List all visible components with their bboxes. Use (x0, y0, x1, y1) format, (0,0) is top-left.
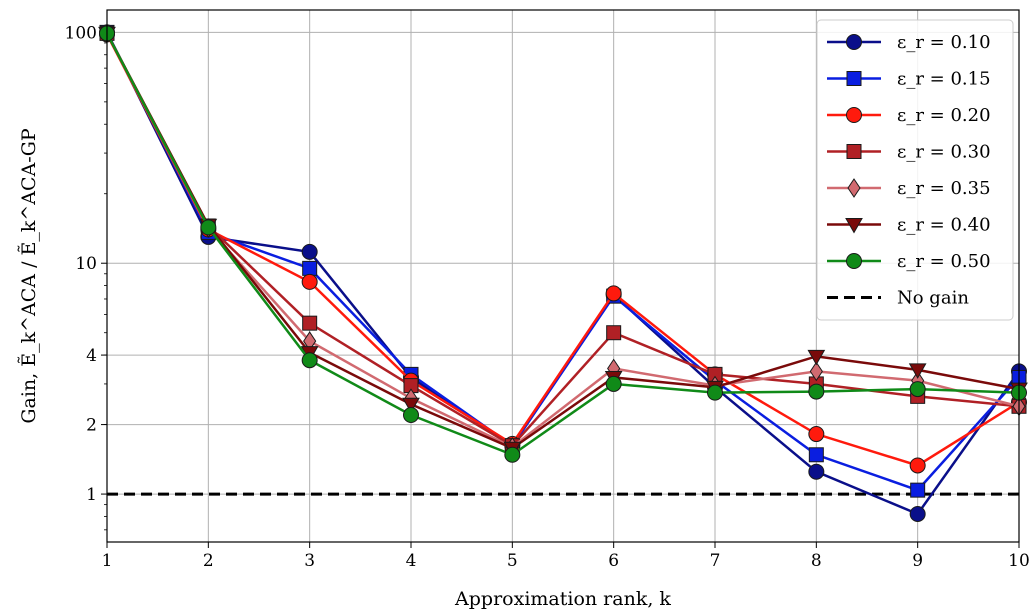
legend-marker (846, 34, 862, 50)
legend-label: ε_r = 0.15 (897, 69, 991, 90)
legend-label: ε_r = 0.35 (897, 178, 991, 199)
data-point (909, 381, 926, 398)
data-point (909, 505, 926, 522)
data-point (200, 219, 217, 236)
legend-label: ε_r = 0.50 (897, 251, 991, 272)
x-tick-label: 3 (304, 551, 315, 571)
data-point (403, 407, 419, 424)
legend-label: ε_r = 0.20 (897, 105, 991, 126)
data-point (807, 349, 826, 366)
data-point (908, 363, 927, 379)
axes: 1 2 3 4 5 6 7 8 9 10 1 2 4 10 100 (65, 23, 1030, 571)
data-point (504, 446, 521, 463)
x-tick-label: 7 (710, 551, 721, 571)
y-axis-label: Gain, Ẽ_k^ACA / Ẽ_k^ACA-GP (18, 128, 40, 424)
series-6 (99, 25, 1027, 463)
data-point (301, 243, 318, 260)
legend-label: ε_r = 0.40 (897, 215, 991, 236)
data-point (808, 383, 825, 400)
series-line (105, 33, 1020, 467)
data-point (606, 325, 622, 341)
x-tick-label: 6 (608, 551, 619, 571)
data-point (302, 260, 318, 276)
data-point (909, 457, 926, 474)
legend-label: ε_r = 0.30 (897, 142, 991, 163)
data-point (808, 447, 824, 463)
x-tick-label: 1 (102, 551, 113, 571)
legend-box (816, 19, 1014, 321)
series-line (105, 32, 1020, 450)
y-tick-label: 10 (75, 254, 97, 274)
data-point (809, 361, 823, 382)
x-axis-label: Approximation rank, k (454, 588, 671, 610)
data-point (301, 273, 318, 290)
data-point (302, 315, 318, 331)
x-tick-label: 9 (912, 551, 923, 571)
data-point (808, 426, 825, 443)
data-point (605, 375, 622, 392)
y-tick-label: 4 (86, 346, 97, 366)
x-tick-label: 2 (203, 551, 214, 571)
y-tick-label: 2 (86, 416, 97, 436)
legend-label: ε_r = 0.10 (897, 32, 991, 53)
x-tick-label: 8 (811, 551, 822, 571)
legend: ε_r = 0.10 ε_r = 0.15 ε_r = 0.20 ε_r = 0.30… (816, 19, 1014, 321)
data-point (605, 285, 622, 302)
legend-marker (846, 144, 862, 159)
data-point (808, 463, 825, 480)
data-point (301, 352, 318, 369)
legend-label: No gain (897, 288, 969, 309)
x-tick-label: 5 (507, 551, 518, 571)
x-tick-label: 4 (406, 551, 417, 571)
legend-marker (845, 218, 863, 234)
legend-marker (846, 71, 862, 86)
plot-frame (106, 9, 1020, 543)
legend-marker (847, 178, 861, 198)
series-line (105, 32, 1020, 457)
x-tick-label: 10 (1008, 551, 1030, 571)
series-group (98, 23, 1028, 522)
series-line (105, 32, 1020, 449)
data-point (910, 482, 926, 498)
legend-marker (846, 253, 862, 269)
legend-marker (846, 107, 862, 123)
series-line (105, 31, 1020, 492)
y-tick-label: 100 (65, 23, 97, 43)
data-point (402, 397, 420, 414)
y-tick-label: 1 (86, 485, 97, 505)
data-point (707, 384, 723, 401)
